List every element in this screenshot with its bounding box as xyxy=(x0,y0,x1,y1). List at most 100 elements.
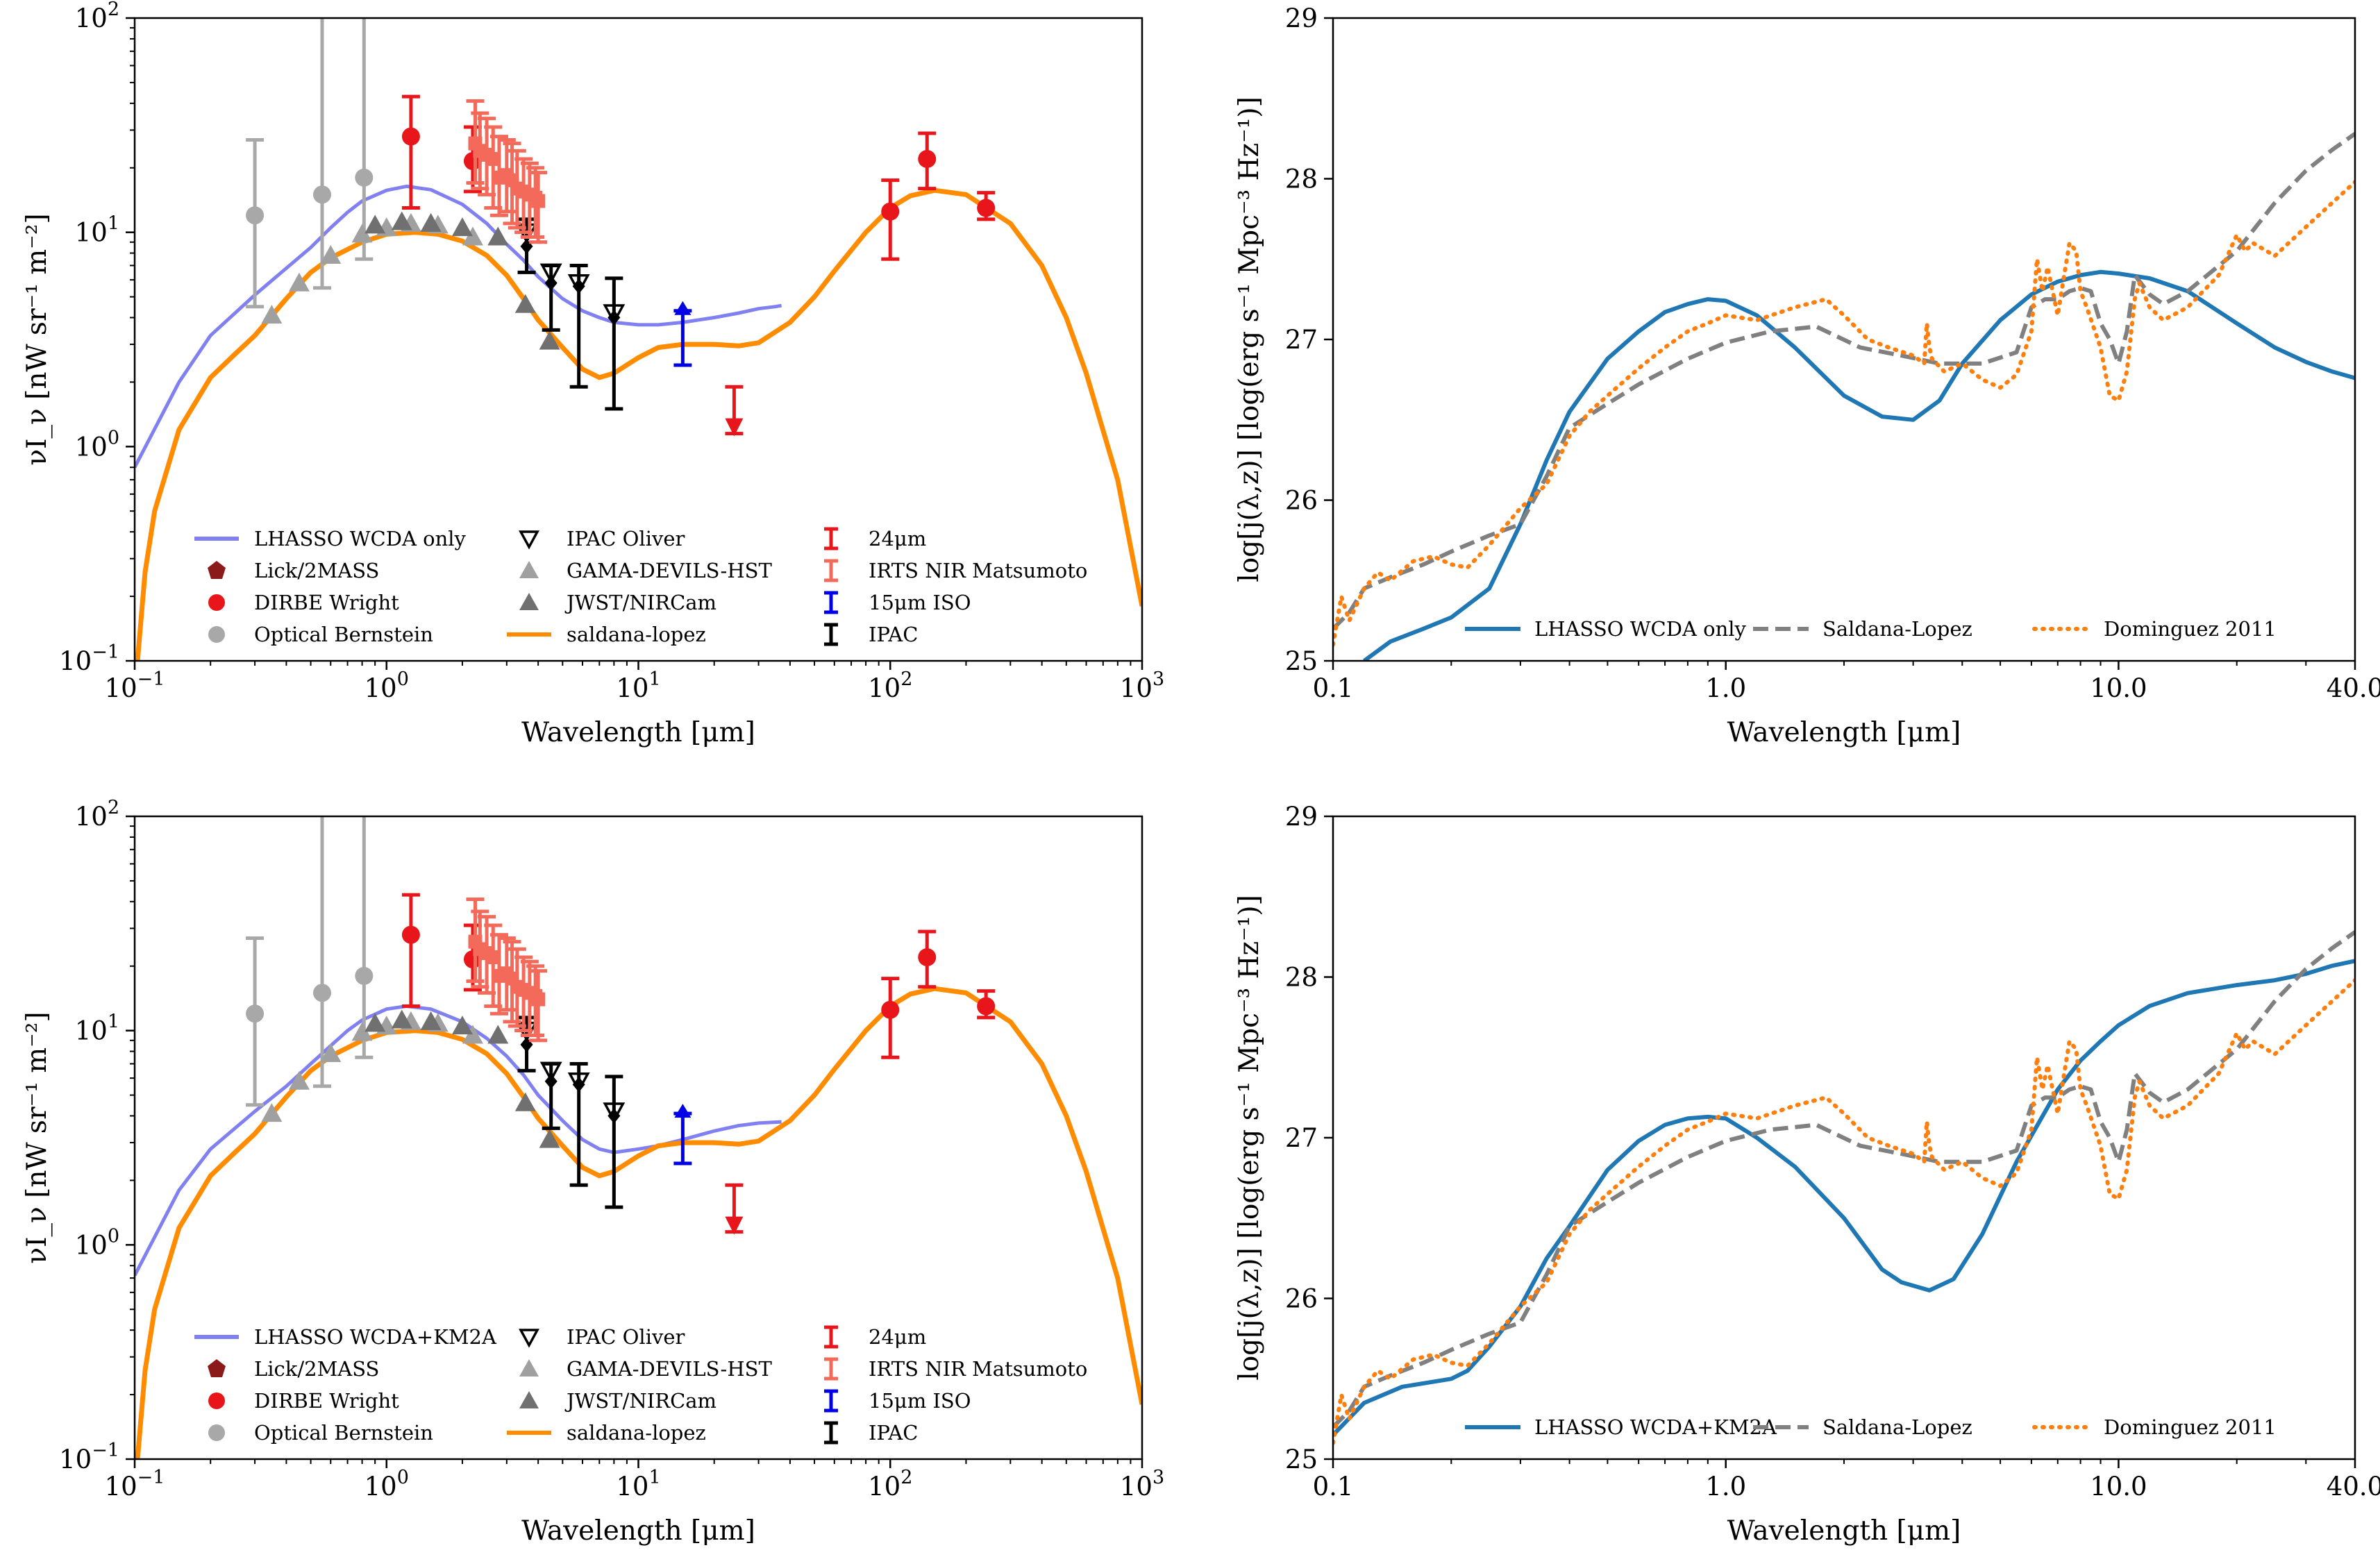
series-2 xyxy=(246,18,374,309)
series-10 xyxy=(466,898,548,1043)
legend-entry: Lick/2MASS xyxy=(208,1357,379,1381)
y-tick-label: 101 xyxy=(75,1011,119,1046)
series-7 xyxy=(517,1016,623,1209)
x-axis-label: Wavelength [μm] xyxy=(1727,717,1961,748)
legend-entry: saldana-lopez xyxy=(507,623,706,646)
data-point xyxy=(539,1129,560,1148)
data-point xyxy=(355,966,374,985)
legend-entry: IPAC Oliver xyxy=(519,1325,685,1349)
x-tick-label: 10−1 xyxy=(105,668,165,703)
data-point xyxy=(401,127,420,146)
y-tick-label: 102 xyxy=(75,0,119,33)
legend-label: IPAC Oliver xyxy=(567,527,685,550)
y-tick-label: 100 xyxy=(75,427,119,462)
legend-entry: 24μm xyxy=(824,527,926,550)
tick-exponent: 2 xyxy=(900,1467,912,1488)
series-0 xyxy=(1333,959,2355,1437)
data-point xyxy=(364,214,386,234)
data-point xyxy=(420,1011,442,1030)
x-axis-label: Wavelength [μm] xyxy=(1727,1515,1961,1547)
tick-exponent: −1 xyxy=(137,1467,165,1488)
legend-entry: IRTS NIR Matsumoto xyxy=(824,559,1087,582)
data-point xyxy=(539,330,560,350)
data-point xyxy=(607,1108,621,1124)
legend-label: IPAC xyxy=(869,623,918,646)
legend-swatch xyxy=(208,1359,226,1377)
legend-entry: JWST/NIRCam xyxy=(519,1389,716,1413)
legend-label: IRTS NIR Matsumoto xyxy=(869,559,1087,582)
x-tick-label: 100 xyxy=(364,668,409,703)
plot-area xyxy=(1333,930,2355,1445)
data-point xyxy=(391,1009,412,1029)
y-tick-label: 101 xyxy=(75,213,119,248)
legend-swatch xyxy=(208,561,226,579)
legend-label: GAMA-DEVILS-HST xyxy=(567,1357,773,1381)
legend-entry: IRTS NIR Matsumoto xyxy=(824,1357,1087,1381)
legend-entry: DIRBE Wright xyxy=(208,591,399,614)
legend-label: Lick/2MASS xyxy=(254,559,379,582)
y-axis-label: νI_ν [nW sr⁻¹ m⁻²] xyxy=(22,1011,53,1263)
data-point xyxy=(487,1025,509,1044)
x-tick-label: 101 xyxy=(616,1467,660,1501)
data-point xyxy=(261,305,283,324)
data-point xyxy=(514,1092,536,1111)
y-tick-label: 27 xyxy=(1285,325,1318,355)
data-point xyxy=(607,310,621,326)
series-1 xyxy=(1333,930,2355,1429)
legend-entry: Dominguez 2011 xyxy=(2032,1415,2277,1439)
series-line xyxy=(1333,978,2355,1445)
data-point xyxy=(246,1004,265,1023)
legend-entry: Dominguez 2011 xyxy=(2032,617,2277,641)
series-5 xyxy=(364,211,560,350)
legend-label: GAMA-DEVILS-HST xyxy=(567,559,773,582)
legend-label: LHASSO WCDA only xyxy=(1534,617,1747,641)
x-tick-label: 101 xyxy=(616,668,660,703)
legend-swatch xyxy=(519,593,539,610)
x-axis-label: Wavelength [μm] xyxy=(521,1515,755,1547)
legend-swatch xyxy=(519,1391,539,1408)
legend: LHASSO WCDA only Lick/2MASS DIRBE Wright Op… xyxy=(194,527,1087,646)
legend-entry: JWST/NIRCam xyxy=(519,591,716,614)
x-tick-label: 0.1 xyxy=(1313,673,1354,703)
data-point xyxy=(451,217,473,237)
data-point xyxy=(531,194,546,208)
legend-label: 15μm ISO xyxy=(869,591,971,614)
data-point xyxy=(364,1013,386,1032)
data-point xyxy=(462,226,483,246)
legend: LHASSO WCDA+KM2A Saldana-Lopez Dominguez 2… xyxy=(1465,1415,2277,1439)
legend-swatch xyxy=(519,1329,539,1348)
legend-entry: 15μm ISO xyxy=(824,591,971,614)
data-point xyxy=(288,272,310,292)
series-10 xyxy=(466,99,548,244)
legend: LHASSO WCDA+KM2A Lick/2MASS DIRBE Wright Op… xyxy=(194,1325,1087,1445)
legend-entry: 15μm ISO xyxy=(824,1389,971,1413)
chart-panel-sed_top: 10−1 100 101 102 10310−1100101102Wavelength … xyxy=(22,0,1164,748)
x-tick-label: 0.1 xyxy=(1313,1472,1354,1501)
y-tick-label: 28 xyxy=(1285,963,1318,993)
y-tick-label: 25 xyxy=(1285,646,1318,676)
tick-exponent: 0 xyxy=(397,1467,409,1488)
plot-area xyxy=(1333,132,2355,661)
legend-entry: IPAC Oliver xyxy=(519,527,685,550)
data-point xyxy=(351,224,373,243)
legend-entry: GAMA-DEVILS-HST xyxy=(519,1357,773,1381)
x-tick-label: 40.0 xyxy=(2327,1472,2380,1501)
legend-label: IPAC Oliver xyxy=(567,1325,685,1349)
tick-exponent: 1 xyxy=(108,1011,119,1033)
series-9 xyxy=(725,385,744,437)
data-point xyxy=(401,925,420,944)
data-point xyxy=(881,202,900,221)
legend-label: Optical Bernstein xyxy=(254,1421,433,1445)
y-tick-label: 10−1 xyxy=(59,1440,119,1474)
tick-exponent: 1 xyxy=(108,213,119,235)
x-tick-label: 1.0 xyxy=(1705,673,1746,703)
x-tick-label: 10−1 xyxy=(105,1467,165,1501)
tick-exponent: 0 xyxy=(108,1225,119,1247)
tick-exponent: −1 xyxy=(92,641,119,663)
series-8 xyxy=(673,1104,692,1165)
series-3 xyxy=(401,94,996,261)
data-point xyxy=(544,275,558,291)
legend-label: 24μm xyxy=(869,527,926,550)
series-line xyxy=(1333,180,2355,647)
series-0 xyxy=(1363,269,2355,661)
